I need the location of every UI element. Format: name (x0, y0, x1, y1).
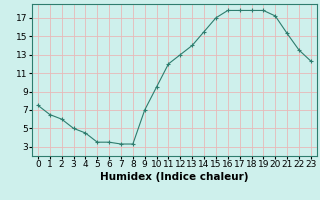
X-axis label: Humidex (Indice chaleur): Humidex (Indice chaleur) (100, 172, 249, 182)
